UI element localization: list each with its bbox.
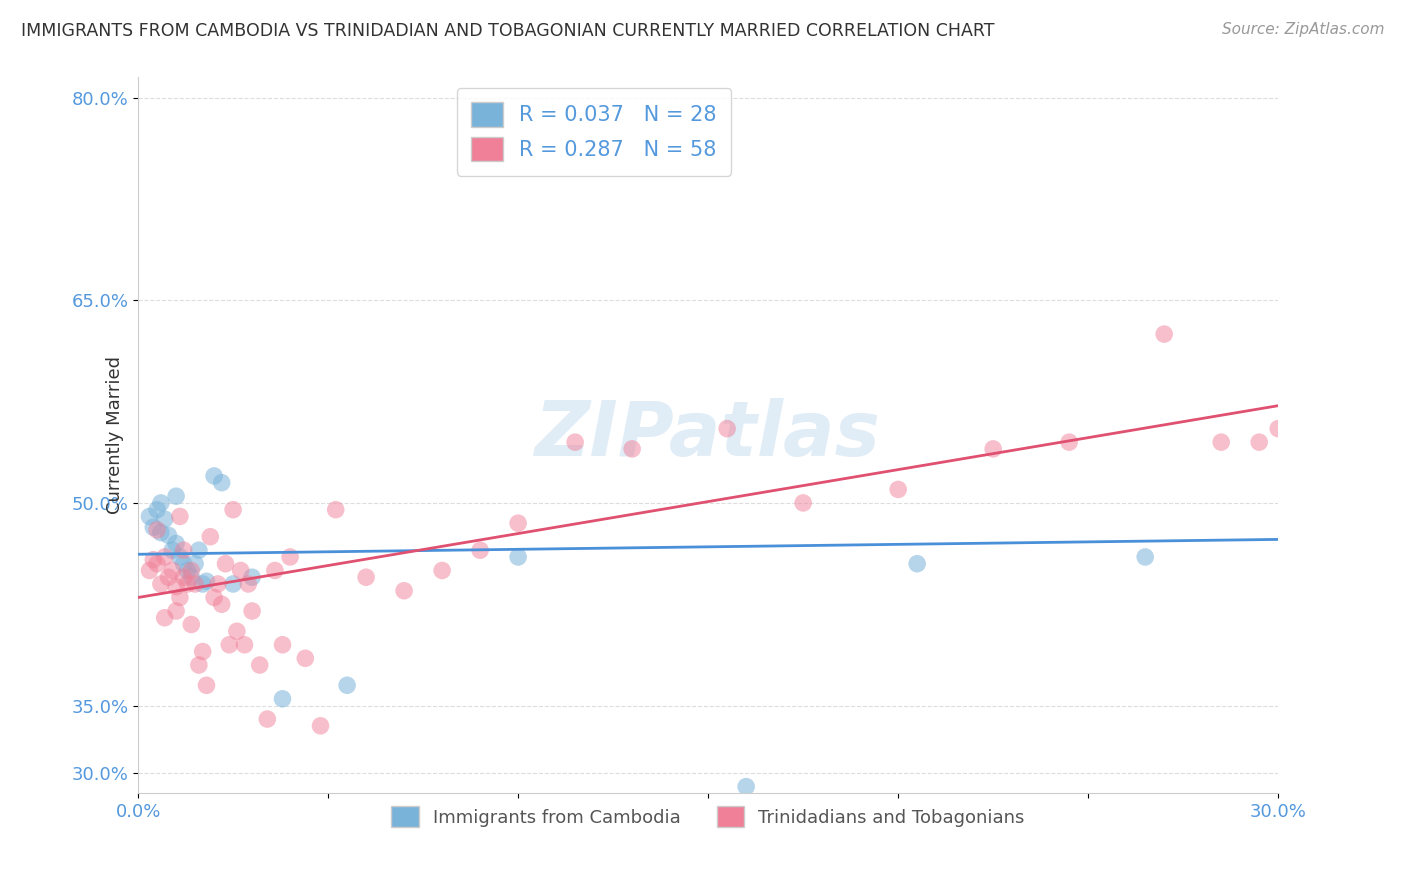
Point <box>716 422 738 436</box>
Point <box>191 644 214 658</box>
Point <box>233 638 256 652</box>
Point <box>1267 422 1289 436</box>
Point <box>468 543 491 558</box>
Text: Source: ZipAtlas.com: Source: ZipAtlas.com <box>1222 22 1385 37</box>
Point <box>165 580 187 594</box>
Point <box>157 528 180 542</box>
Point <box>162 543 184 558</box>
Point <box>165 604 187 618</box>
Point <box>180 617 202 632</box>
Point <box>1057 435 1080 450</box>
Point <box>792 496 814 510</box>
Point <box>162 564 184 578</box>
Point <box>1135 549 1157 564</box>
Point <box>238 577 260 591</box>
Point <box>142 520 165 534</box>
Point <box>165 489 187 503</box>
Point <box>294 651 316 665</box>
Point <box>180 570 202 584</box>
Point <box>278 549 301 564</box>
Point <box>905 557 928 571</box>
Point <box>202 591 225 605</box>
Point <box>153 512 176 526</box>
Point <box>1249 435 1271 450</box>
Point <box>887 483 910 497</box>
Point <box>225 624 247 639</box>
Text: IMMIGRANTS FROM CAMBODIA VS TRINIDADIAN AND TOBAGONIAN CURRENTLY MARRIED CORRELA: IMMIGRANTS FROM CAMBODIA VS TRINIDADIAN … <box>21 22 994 40</box>
Legend: Immigrants from Cambodia, Trinidadians and Tobagonians: Immigrants from Cambodia, Trinidadians a… <box>384 799 1032 834</box>
Point <box>173 557 195 571</box>
Point <box>146 502 169 516</box>
Point <box>149 577 172 591</box>
Point <box>229 564 252 578</box>
Point <box>249 658 271 673</box>
Point <box>202 469 225 483</box>
Point <box>184 577 207 591</box>
Point <box>222 577 245 591</box>
Point <box>218 638 240 652</box>
Point <box>169 549 191 564</box>
Point <box>146 523 169 537</box>
Point <box>153 549 176 564</box>
Point <box>735 780 758 794</box>
Point <box>621 442 644 456</box>
Point <box>169 509 191 524</box>
Point <box>138 509 160 524</box>
Point <box>1153 327 1175 342</box>
Point <box>153 611 176 625</box>
Point <box>564 435 586 450</box>
Point <box>173 543 195 558</box>
Point <box>240 604 263 618</box>
Point <box>264 564 287 578</box>
Point <box>169 591 191 605</box>
Point <box>165 536 187 550</box>
Point <box>146 557 169 571</box>
Point <box>195 574 218 589</box>
Point <box>187 658 209 673</box>
Point <box>508 549 530 564</box>
Point <box>176 564 198 578</box>
Point <box>508 516 530 531</box>
Point <box>240 570 263 584</box>
Point <box>211 597 233 611</box>
Point <box>180 564 202 578</box>
Point <box>149 525 172 540</box>
Point <box>430 564 453 578</box>
Point <box>207 577 229 591</box>
Point <box>354 570 377 584</box>
Point <box>309 719 332 733</box>
Point <box>176 577 198 591</box>
Point <box>392 583 415 598</box>
Point <box>157 570 180 584</box>
Point <box>981 442 1004 456</box>
Point <box>325 502 347 516</box>
Point <box>200 530 222 544</box>
Text: ZIPatlas: ZIPatlas <box>536 399 882 473</box>
Point <box>271 638 294 652</box>
Point <box>173 570 195 584</box>
Point <box>336 678 359 692</box>
Y-axis label: Currently Married: Currently Married <box>107 357 124 515</box>
Point <box>191 577 214 591</box>
Point <box>1211 435 1233 450</box>
Point <box>222 502 245 516</box>
Point <box>142 552 165 566</box>
Point <box>187 543 209 558</box>
Point <box>195 678 218 692</box>
Point <box>184 557 207 571</box>
Point <box>149 496 172 510</box>
Point <box>138 564 160 578</box>
Point <box>271 691 294 706</box>
Point <box>214 557 236 571</box>
Point <box>211 475 233 490</box>
Point <box>256 712 278 726</box>
